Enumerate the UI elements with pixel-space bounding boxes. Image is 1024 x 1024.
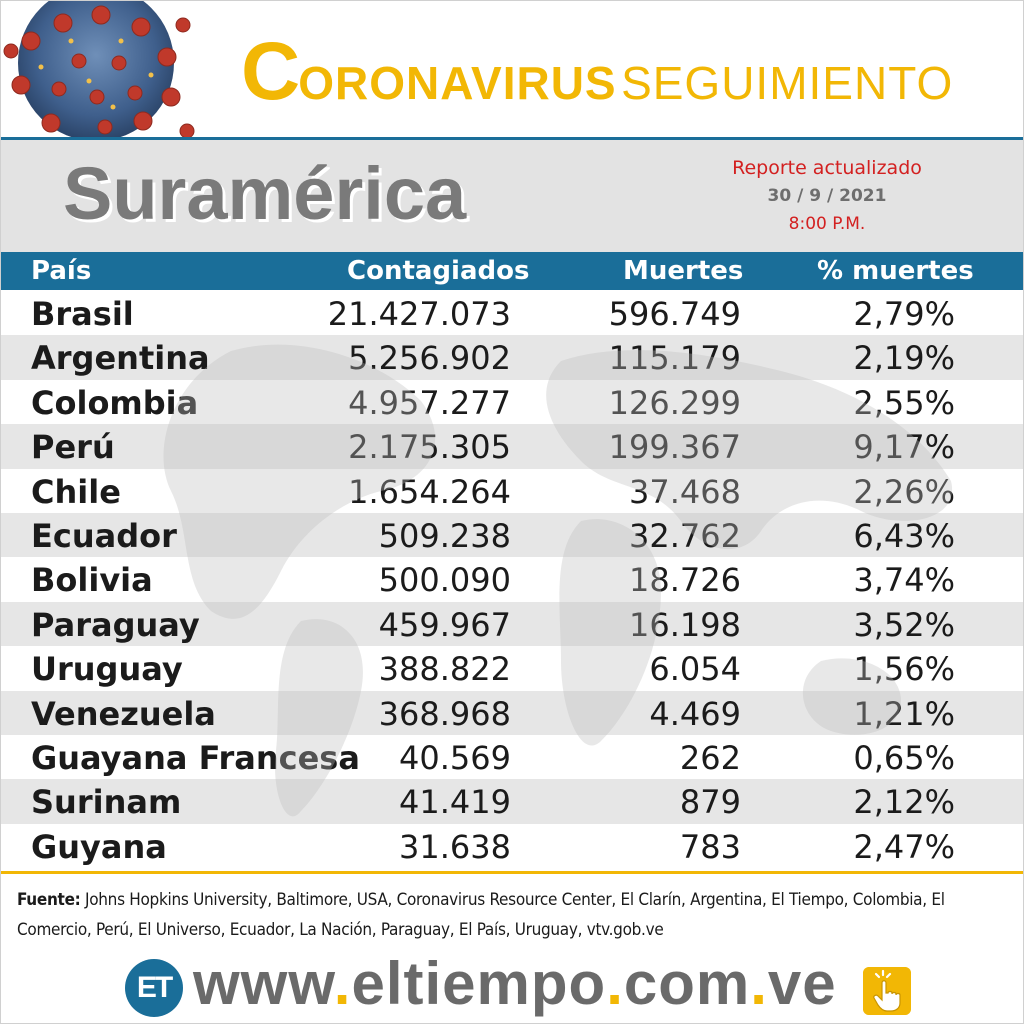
report-label: Reporte actualizado <box>732 157 922 179</box>
cell-muertes: 32.762 <box>629 516 741 555</box>
url-part: eltiempo <box>351 950 607 1017</box>
cell-pais: Paraguay <box>31 605 200 644</box>
source-note: Fuente: Johns Hopkins University, Baltim… <box>17 885 1009 945</box>
table-row: Colombia 4.957.277 126.299 2,55% <box>1 380 1023 424</box>
cell-muertes: 6.054 <box>649 650 741 689</box>
table-row: Argentina 5.256.902 115.179 2,19% <box>1 335 1023 380</box>
cell-muertes: 16.198 <box>629 605 741 644</box>
table-body: Brasil 21.427.073 596.749 2,79% Argentin… <box>1 291 1023 868</box>
page-title: CORONAVIRUS SEGUIMIENTO <box>241 25 954 117</box>
cell-pais: Brasil <box>31 295 134 333</box>
cell-muertes: 783 <box>679 827 741 866</box>
table-bottom-divider <box>1 871 1023 874</box>
cell-pais: Chile <box>31 472 121 511</box>
cell-pct-muertes: 1,56% <box>853 650 955 689</box>
cell-contagiados: 500.090 <box>378 561 511 600</box>
table-row: Guyana 31.638 783 2,47% <box>1 824 1023 868</box>
title-word-2: SEGUIMIENTO <box>621 57 954 109</box>
header-divider <box>1 137 1023 140</box>
table-row: Bolivia 500.090 18.726 3,74% <box>1 557 1023 601</box>
cell-pct-muertes: 2,79% <box>853 295 955 333</box>
coronavirus-icon <box>3 1 195 139</box>
cell-pct-muertes: 2,26% <box>853 472 955 511</box>
url-dot: . <box>750 950 768 1017</box>
cell-pais: Surinam <box>31 783 182 822</box>
url-part: com <box>623 950 751 1017</box>
cell-pct-muertes: 3,74% <box>853 561 955 600</box>
cell-pct-muertes: 0,65% <box>853 738 955 777</box>
table-row: Brasil 21.427.073 596.749 2,79% <box>1 291 1023 335</box>
table-row: Guayana Francesa 40.569 262 0,65% <box>1 735 1023 779</box>
cell-muertes: 37.468 <box>629 472 741 511</box>
cell-pais: Colombia <box>31 383 199 422</box>
table-row: Uruguay 388.822 6.054 1,56% <box>1 646 1023 690</box>
hand-pointer-icon <box>863 967 911 1015</box>
column-header-contagiados: Contagiados <box>347 256 530 286</box>
cell-muertes: 4.469 <box>649 694 741 733</box>
cell-muertes: 262 <box>679 738 741 777</box>
cell-pct-muertes: 9,17% <box>853 428 955 467</box>
source-text: Johns Hopkins University, Baltimore, USA… <box>17 890 945 940</box>
cell-muertes: 596.749 <box>608 295 741 333</box>
cell-pct-muertes: 2,55% <box>853 383 955 422</box>
cell-contagiados: 4.957.277 <box>348 383 511 422</box>
source-label: Fuente: <box>17 890 81 910</box>
cell-pais: Guayana Francesa <box>31 738 360 777</box>
report-date: 30 / 9 / 2021 <box>767 186 887 206</box>
cell-contagiados: 41.419 <box>399 783 511 822</box>
table-row: Paraguay 459.967 16.198 3,52% <box>1 601 1023 647</box>
et-logo: ET <box>125 959 183 1017</box>
cell-contagiados: 2.175.305 <box>348 428 511 467</box>
url-dot: . <box>606 950 624 1017</box>
cell-contagiados: 509.238 <box>378 516 511 555</box>
title-word-1: ORONAVIRUS <box>298 57 617 109</box>
cell-pais: Guyana <box>31 827 167 866</box>
cell-contagiados: 5.256.902 <box>348 339 511 378</box>
cell-contagiados: 1.654.264 <box>348 472 511 511</box>
cell-contagiados: 368.968 <box>378 694 511 733</box>
cell-pct-muertes: 6,43% <box>853 516 955 555</box>
region-title: Suramérica <box>63 152 467 235</box>
cell-pais: Ecuador <box>31 516 177 555</box>
cell-contagiados: 31.638 <box>399 827 511 866</box>
cell-pais: Venezuela <box>31 694 216 733</box>
cell-contagiados: 459.967 <box>378 605 511 644</box>
table-row: Ecuador 509.238 32.762 6,43% <box>1 512 1023 558</box>
url-part: ve <box>767 950 837 1017</box>
cell-muertes: 879 <box>679 783 741 822</box>
table-row: Perú 2.175.305 199.367 9,17% <box>1 424 1023 469</box>
region-band <box>1 140 1023 252</box>
table-row: Venezuela 368.968 4.469 1,21% <box>1 690 1023 735</box>
cell-pct-muertes: 3,52% <box>853 605 955 644</box>
table-header: País Contagiados Muertes % muertes <box>1 252 1023 290</box>
cell-pais: Perú <box>31 428 115 467</box>
column-header-pct-muertes: % muertes <box>817 256 974 286</box>
cell-pct-muertes: 2,47% <box>853 827 955 866</box>
cell-muertes: 199.367 <box>608 428 741 467</box>
report-info: Reporte actualizado 30 / 9 / 2021 8:00 P… <box>707 154 947 238</box>
column-header-muertes: Muertes <box>623 256 744 286</box>
cell-pct-muertes: 2,12% <box>853 783 955 822</box>
title-initial: C <box>241 26 300 117</box>
cell-pais: Uruguay <box>31 650 183 689</box>
table-row: Chile 1.654.264 37.468 2,26% <box>1 469 1023 513</box>
cell-contagiados: 21.427.073 <box>327 295 511 333</box>
website-link[interactable]: www.eltiempo.com.ve <box>193 949 837 1018</box>
cell-pais: Bolivia <box>31 561 153 600</box>
cell-muertes: 126.299 <box>608 383 741 422</box>
cell-contagiados: 388.822 <box>378 650 511 689</box>
cell-muertes: 115.179 <box>608 339 741 378</box>
cell-contagiados: 40.569 <box>399 738 511 777</box>
header: CORONAVIRUS SEGUIMIENTO <box>1 1 1023 140</box>
cell-pct-muertes: 1,21% <box>853 694 955 733</box>
url-dot: . <box>333 950 352 1017</box>
cell-pct-muertes: 2,19% <box>853 339 955 378</box>
cell-muertes: 18.726 <box>629 561 741 600</box>
table-row: Surinam 41.419 879 2,12% <box>1 779 1023 824</box>
report-time: 8:00 P.M. <box>788 214 866 234</box>
url-part: www <box>193 950 334 1017</box>
column-header-pais: País <box>31 256 92 286</box>
cell-pais: Argentina <box>31 339 210 378</box>
